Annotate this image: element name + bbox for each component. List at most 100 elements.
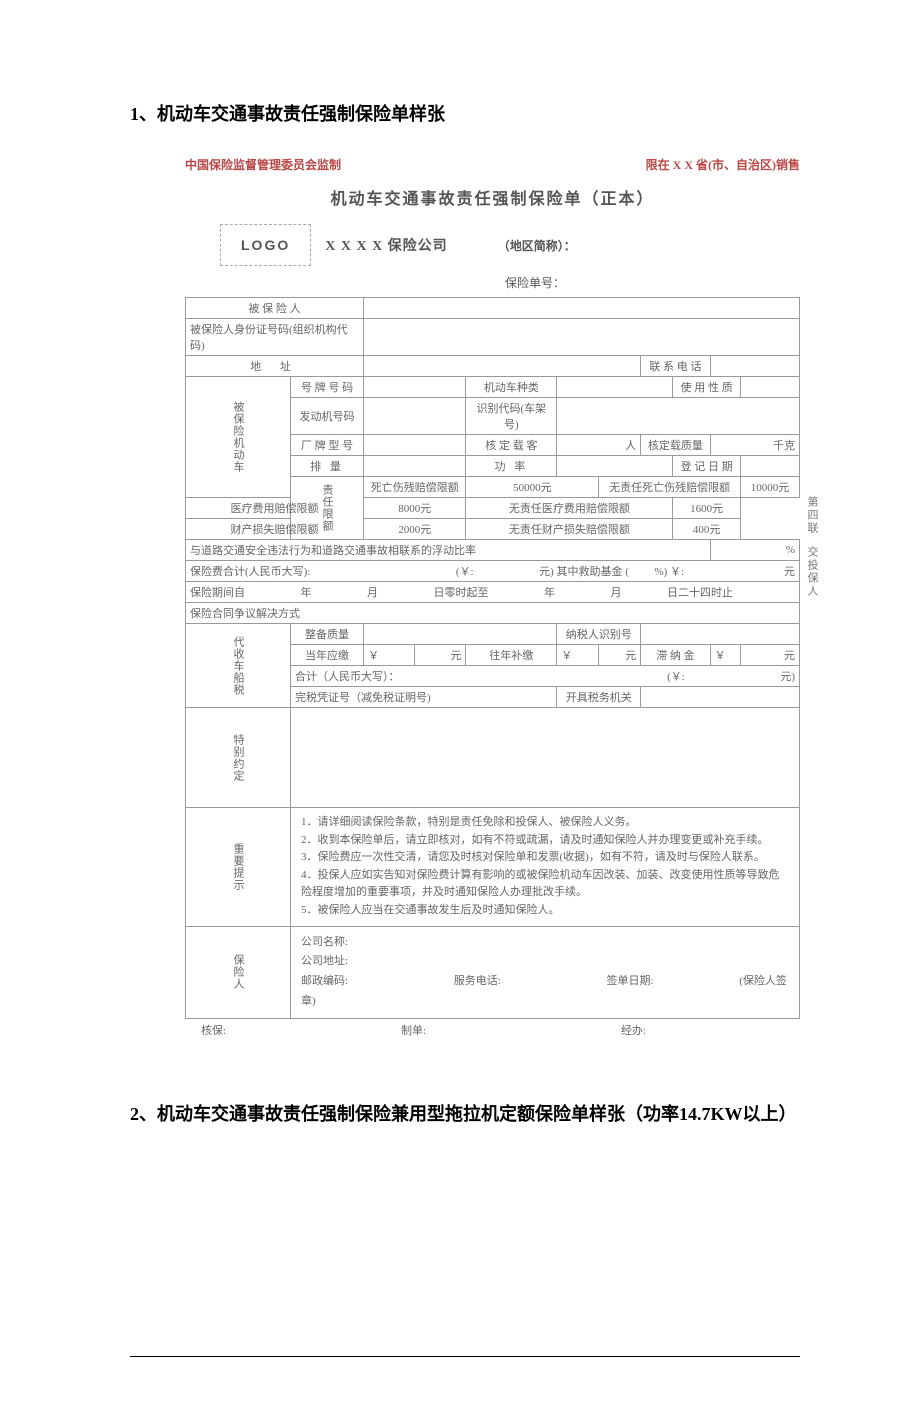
label-total-cap: 合计（人民币大写）： [295,671,400,683]
label-load: 核定载质量 [641,435,710,456]
val-property: 2000元 [364,519,466,540]
label-taxpayer: 纳税人识别号 [557,624,641,645]
label-tax-cert: 完税凭证号（减免税证明号) [291,687,557,708]
label-plate: 号 牌 号 码 [291,377,364,398]
row-period: 保险期间自 年 月 日零时起至 年 月 日二十四时止 [186,582,800,603]
yuan-end: 元 [784,563,795,579]
label-vehicle-type: 机动车种类 [466,377,557,398]
region-label: （地区简称）： [498,237,576,254]
section-heading-2: 2、机动车交通事故责任强制保险兼用型拖拉机定额保险单样张（功率14.7KW以上） [130,1093,800,1136]
label-address: 地 址 [186,356,364,377]
supervisor-text: 中国保险监督管理委员会监制 [185,156,341,173]
field-power [557,456,673,477]
label-tips-side: 重要提示 [186,808,291,927]
footer-line [130,1356,800,1357]
label-tax-auth: 开具税务机关 [557,687,641,708]
label-reg-date: 登 记 日 期 [673,456,741,477]
side-label-recipient: 交投保人 [804,546,820,598]
logo-box: LOGO [220,224,311,266]
field-curb [364,624,557,645]
field-displacement [364,456,466,477]
row-tax-total: 合计（人民币大写）： (￥: 元) [291,666,800,687]
label-insured-id: 被保险人身份证号码(组织机构代码) [186,319,364,356]
field-tax-auth [641,687,800,708]
label-usage: 使 用 性 质 [673,377,741,398]
label-float-rate: 与道路交通安全违法行为和道路交通事故相联系的浮动比率 [186,540,711,561]
val-death: 50000元 [466,477,599,498]
label-late-fee: 滞 纳 金 [641,645,710,666]
label-premium: 保险费合计(人民币大写): [190,566,310,578]
val-medical: 8000元 [364,498,466,519]
label-current-tax: 当年应缴 [291,645,364,666]
val-no-medical: 1600元 [673,498,741,519]
cny-open: (￥: [456,566,474,578]
field-special [291,708,800,808]
insurer-cell: 公司名称: 公司地址: 邮政编码: 服务电话: 签单日期: (保险人签章) [291,926,800,1018]
field-float-rate: % [710,540,799,561]
sales-limit-text: 限在 X X 省(市、自治区)销售 [646,156,800,173]
field-insured-id [364,319,800,356]
field-load: 千克 [710,435,799,456]
service-tel-label: 服务电话: [454,972,604,992]
val-no-property: 400元 [673,519,741,540]
rmb3: ￥ [710,645,740,666]
label-special-side: 特别约定 [186,708,291,808]
label-tax-side: 代收车船税 [186,624,291,708]
label-no-medical: 无责任医疗费用赔偿限额 [466,498,673,519]
field-vehicle-type [557,377,673,398]
label-contact: 联 系 电 话 [641,356,710,377]
field-insured [364,298,800,319]
handler-label: 经办: [621,1022,771,1038]
bottom-row: 核保: 制单: 经办: [185,1022,800,1038]
label-seats: 核 定 载 客 [466,435,557,456]
insurance-form: 第四联 交投保人 中国保险监督管理委员会监制 限在 X X 省(市、自治区)销售… [185,156,800,1038]
label-prev-tax: 往年补缴 [466,645,557,666]
row-premium: 保险费合计(人民币大写): (￥: 元) 其中救助基金 ( %) ￥: 元 [186,561,800,582]
yuan2: 元 [599,645,641,666]
label-power: 功 率 [466,456,557,477]
tip-3: 3．保险费应一次性交清，请您及时核对保险单和发票(收据)，如有不符，请及时与保险… [301,849,789,867]
postal-label: 邮政编码: [301,972,451,992]
company-name-label: 公司名称: [301,933,789,953]
label-vehicle-side: 被保险机动车 [186,377,291,498]
label-curb: 整备质量 [291,624,364,645]
field-plate [364,377,466,398]
policy-no-label: 保险单号： [505,274,800,291]
field-address [364,356,641,377]
field-engine [364,398,466,435]
label-no-death: 无责任死亡伤残赔偿限额 [599,477,741,498]
form-title: 机动车交通事故责任强制保险单（正本） [185,185,800,209]
yuan1: 元 [415,645,466,666]
val-no-death: 10000元 [740,477,799,498]
section-heading-1: 1、机动车交通事故责任强制保险单样张 [130,100,800,126]
field-seats: 人 [557,435,641,456]
label-brand: 厂 牌 型 号 [291,435,364,456]
field-vin [557,398,800,435]
tip-4: 4．投保人应如实告知对保险费计算有影响的或被保险机动车因改装、加装、改变使用性质… [301,867,789,902]
logo-row: LOGO X X X X 保险公司 （地区简称）： [220,224,800,266]
field-reg-date [740,456,799,477]
side-label-copy: 第四联 [804,496,820,535]
field-usage [740,377,799,398]
rescue-fund: 元) 其中救助基金 ( [539,566,629,578]
label-insurer-side: 保险人 [186,926,291,1018]
company-addr-label: 公司地址: [301,952,789,972]
tip-2: 2．收到本保险单后，请立即核对，如有不符或疏漏，请及时通知保险人并办理变更或补充… [301,832,789,850]
company-name: X X X X 保险公司 [325,235,447,255]
sign-date-label: 签单日期: [607,972,737,992]
label-property: 财产损失赔偿限额 [186,519,364,540]
main-table: 被 保 险 人 被保险人身份证号码(组织机构代码) 地 址 联 系 电 话 被保… [185,297,800,1019]
label-engine: 发动机号码 [291,398,364,435]
label-period: 保险期间自 [190,587,245,599]
tip-5: 5．被保险人应当在交通事故发生后及时通知保险人。 [301,902,789,920]
label-vin: 识别代码(车架号) [466,398,557,435]
tips-cell: 1．请详细阅读保险条款，特别是责任免除和投保人、被保险人义务。 2．收到本保险单… [291,808,800,927]
label-displacement: 排 量 [291,456,364,477]
field-contact [710,356,799,377]
top-bar: 中国保险监督管理委员会监制 限在 X X 省(市、自治区)销售 [185,156,800,173]
underwriter-label: 核保: [201,1022,401,1038]
label-dispute: 保险合同争议解决方式 [186,603,800,624]
field-taxpayer [641,624,800,645]
rmb1: ￥ [364,645,415,666]
label-insured: 被 保 险 人 [186,298,364,319]
